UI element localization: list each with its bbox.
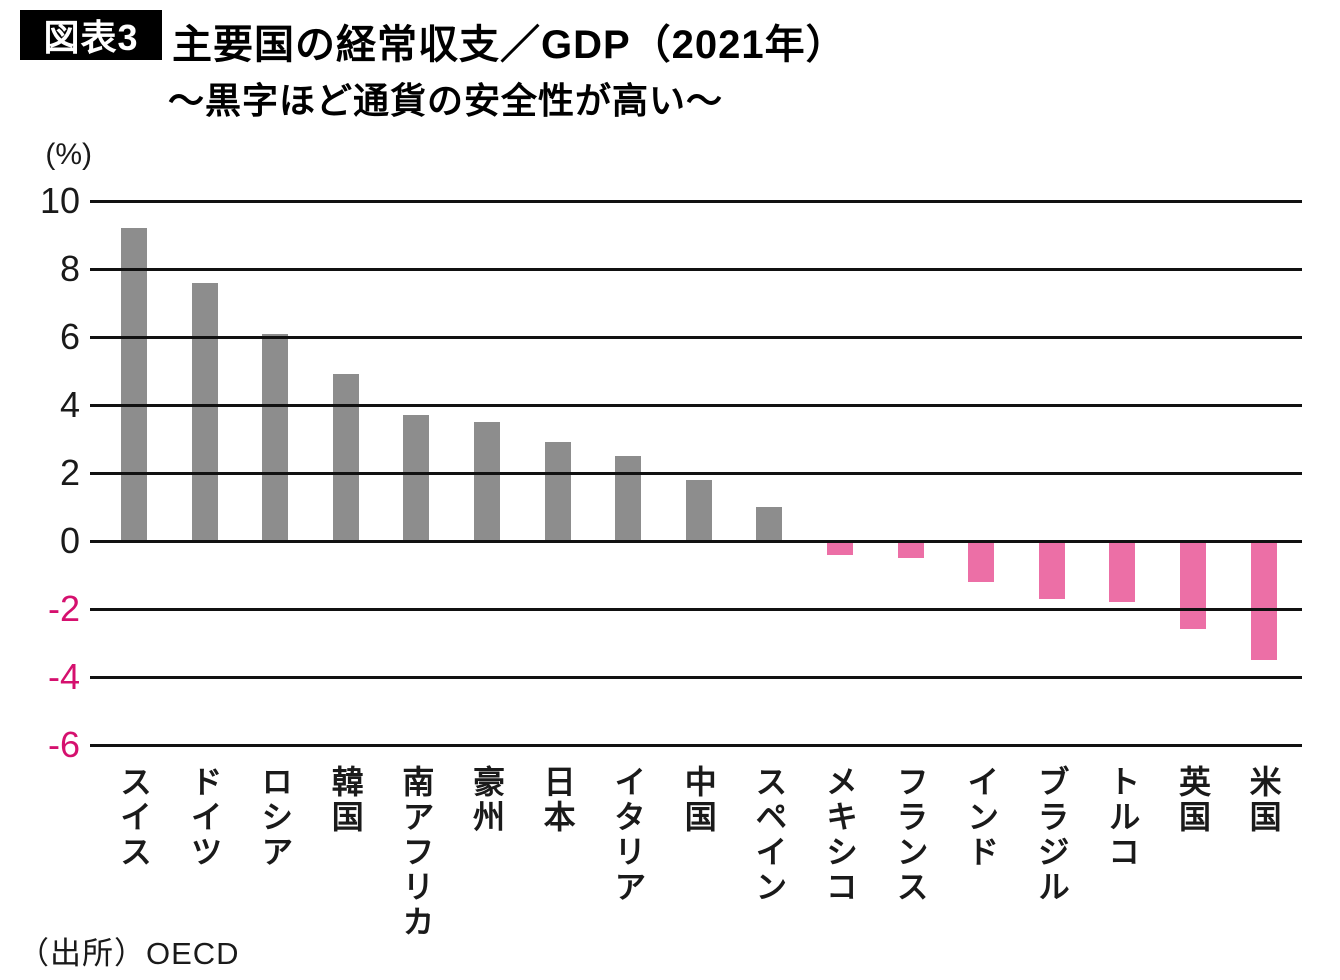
x-label-韓国: 韓国 <box>327 765 364 835</box>
y-tick-8: 8 <box>59 248 80 289</box>
x-label-日本: 日本 <box>539 765 576 835</box>
chart-title: 主要国の経常収支／GDP（2021年） <box>172 23 847 67</box>
gridline--6 <box>90 744 1302 747</box>
bar-イタリア <box>615 456 642 541</box>
x-label-米国: 米国 <box>1245 765 1282 835</box>
x-label-豪州: 豪州 <box>469 765 505 835</box>
gridline-8 <box>90 268 1302 271</box>
figure-number-badge: 図表3 <box>20 10 162 60</box>
bar-chart-plot-area <box>90 200 1302 747</box>
x-label-ドイツ: ドイツ <box>186 765 223 870</box>
bar-ドイツ <box>191 282 218 541</box>
y-tick--4: -4 <box>47 656 80 697</box>
x-label-英国: 英国 <box>1175 765 1211 835</box>
gridline-4 <box>90 404 1302 407</box>
x-label-中国: 中国 <box>680 765 717 835</box>
bar-スペイン <box>756 507 783 541</box>
bar-南アフリカ <box>403 415 430 541</box>
bar-スイス <box>121 228 147 541</box>
bar-ロシア <box>262 333 289 541</box>
y-tick-6: 6 <box>59 316 80 357</box>
bar-中国 <box>685 479 712 541</box>
gridline--4 <box>90 676 1302 679</box>
bar-韓国 <box>332 374 359 541</box>
y-tick-10: 10 <box>39 180 80 221</box>
gridline--2 <box>90 608 1302 611</box>
y-tick--6: -6 <box>47 724 80 765</box>
y-tick-0: 0 <box>59 520 80 561</box>
x-label-南アフリカ: 南アフリカ <box>398 765 435 940</box>
bar-ブラジル <box>1038 541 1065 599</box>
y-axis-unit-label: (%) <box>45 138 92 171</box>
x-label-イタリア: イタリア <box>610 765 647 905</box>
source-note: （出所）OECD <box>18 936 240 971</box>
x-label-フランス: フランス <box>892 765 929 905</box>
x-label-メキシコ: メキシコ <box>822 765 858 905</box>
y-tick-4: 4 <box>59 384 80 425</box>
bar-フランス <box>897 541 924 558</box>
x-label-インド: インド <box>963 765 1000 870</box>
gridline-0 <box>90 540 1302 543</box>
gridline-10 <box>90 200 1302 203</box>
y-tick--2: -2 <box>47 588 80 629</box>
bar-トルコ <box>1109 541 1136 603</box>
x-label-スイス: スイス <box>116 765 152 870</box>
bar-メキシコ <box>827 541 853 555</box>
chart-subtitle: ～黒字ほど通貨の安全性が高い～ <box>168 80 724 121</box>
x-label-トルコ: トルコ <box>1104 765 1141 870</box>
bar-インド <box>968 541 995 582</box>
gridline-6 <box>90 336 1302 339</box>
gridline-2 <box>90 472 1302 475</box>
bar-豪州 <box>474 422 500 541</box>
x-label-ブラジル: ブラジル <box>1033 765 1070 905</box>
bar-米国 <box>1250 541 1277 660</box>
bar-英国 <box>1180 541 1206 630</box>
y-tick-2: 2 <box>59 452 80 493</box>
x-label-ロシア: ロシア <box>257 765 294 870</box>
x-label-スペイン: スペイン <box>751 765 788 905</box>
bar-日本 <box>544 442 571 541</box>
